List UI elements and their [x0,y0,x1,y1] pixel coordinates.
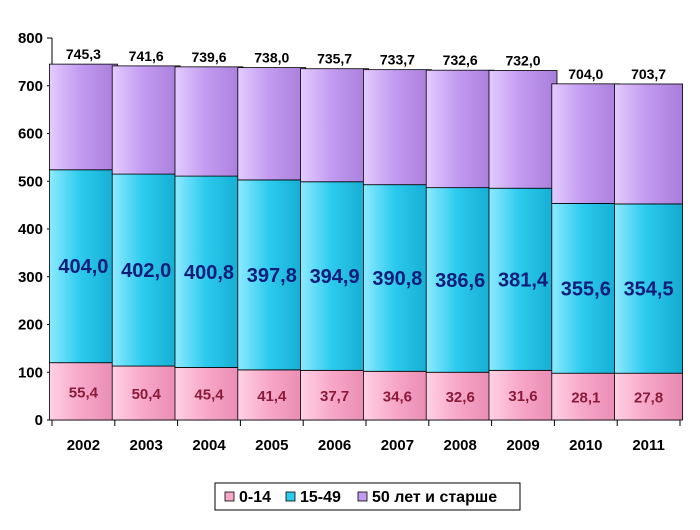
y-tick-label: 700 [18,78,43,95]
total-label: 703,7 [631,66,666,82]
total-label: 738,0 [254,50,289,66]
bar-segment-0-14 [174,367,244,421]
bars [49,63,683,421]
total-label: 704,0 [568,66,603,82]
legend-label: 15-49 [300,489,341,506]
data-label: 397,8 [247,265,297,287]
data-label: 386,6 [435,270,485,292]
bar-segment-50-лет-и-старше [49,63,118,171]
legend-label: 0-14 [239,489,271,506]
data-label: 400,8 [184,262,234,284]
y-tick-label: 100 [18,364,43,381]
bar-segment-0-14 [49,362,118,421]
bar-segment-15-49 [551,203,621,374]
bar-segment-15-49 [174,175,244,368]
total-label: 735,7 [317,51,352,67]
data-labels: 55,4 404,0 745,3 50,4 402,0 741,6 45,4 400,8 739… [58,46,673,406]
y-tick-label: 0 [35,412,43,429]
bar-segment-0-14 [362,370,432,421]
x-tick-label: 2004 [192,437,226,454]
data-label: 354,5 [624,279,674,301]
total-label: 741,6 [129,48,164,64]
legend-swatch [224,491,235,502]
x-tick-label: 2007 [381,437,414,454]
bar-segment-50-лет-и-старше [237,67,307,181]
bar-segment-50-лет-и-старше [111,65,181,175]
data-label: 34,6 [383,389,412,406]
x-axis: 2002 2003 2004 2005 2006 2007 2008 2009 2010 2011 [51,419,681,454]
data-label: 402,0 [121,260,171,282]
y-tick-label: 600 [18,126,43,143]
x-tick-label: 2011 [632,437,665,454]
bar-segment-15-49 [425,187,495,373]
bar-segment-0-14 [488,369,558,421]
x-tick-label: 2006 [318,437,351,454]
bar-segment-50-лет-и-старше [488,70,558,189]
bar-segment-50-лет-и-старше [362,69,432,186]
x-tick-label: 2009 [506,437,539,454]
data-label: 37,7 [320,388,349,405]
legend-box [214,482,521,511]
legend-swatch [357,491,368,502]
data-label: 55,4 [69,384,99,401]
data-label: 394,9 [310,266,360,288]
total-label: 739,6 [191,49,226,65]
bar-segment-15-49 [300,181,370,371]
y-tick-label: 300 [18,269,43,286]
y-tick-label: 400 [18,221,43,238]
data-label: 28,1 [571,390,600,407]
y-tick-label: 200 [18,317,43,334]
y-tick-label: 800 [18,30,43,47]
x-tick-label: 2002 [67,437,100,454]
y-axis: 0 100 200 300 400 500 600 700 800 [18,30,53,429]
bar-segment-0-14 [111,365,181,421]
x-tick-label: 2008 [444,437,477,454]
total-label: 733,7 [380,52,415,68]
legend-label: 50 лет и старше [372,489,497,506]
bar-segment-50-лет-и-старше [551,83,621,204]
data-label: 381,4 [498,269,549,291]
bar-segment-0-14 [237,369,307,421]
data-label: 41,4 [257,388,287,405]
bar-segment-0-14 [425,371,495,421]
bar-segment-15-49 [614,203,683,374]
data-label: 355,6 [561,278,611,300]
bar-segment-0-14 [614,372,683,421]
data-label: 32,6 [446,389,475,406]
bar-segment-50-лет-и-старше [425,69,495,189]
x-tick-label: 2005 [255,437,288,454]
bar-segment-50-лет-и-старше [174,66,244,177]
bar-segment-15-49 [49,169,118,364]
total-label: 732,6 [443,52,478,68]
data-label: 27,8 [634,390,663,407]
bar-segment-15-49 [488,187,558,371]
x-tick-label: 2003 [130,437,163,454]
bar-segment-50-лет-и-старше [300,68,370,183]
data-label: 50,4 [132,386,162,403]
total-label: 745,3 [66,46,101,62]
legend: 0-14 15-49 50 лет и старше [214,482,521,511]
bar-segment-15-49 [362,184,432,372]
bar-segment-50-лет-и-старше [614,83,683,205]
total-label: 732,0 [505,52,540,68]
data-label: 404,0 [58,256,108,278]
legend-swatch [285,491,296,502]
data-label: 390,8 [372,268,422,290]
data-label: 31,6 [508,388,537,405]
x-tick-label: 2010 [569,437,602,454]
data-label: 45,4 [194,387,224,404]
y-tick-label: 500 [18,173,43,190]
